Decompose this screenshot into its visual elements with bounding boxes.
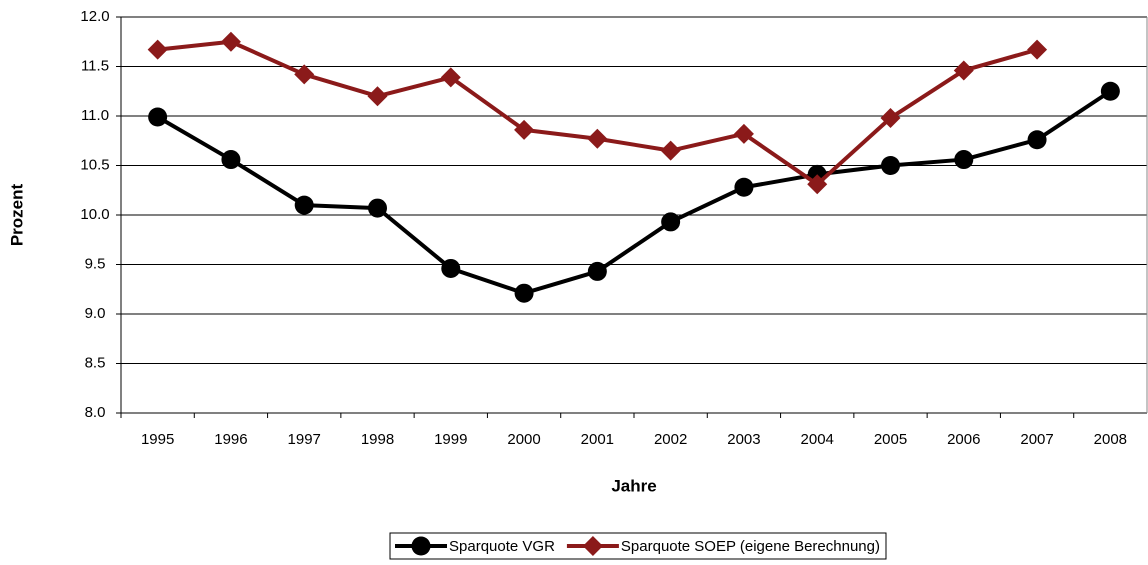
x-tick-label: 2004 (801, 431, 834, 448)
legend-label: Sparquote SOEP (eigene Berechnung) (621, 538, 880, 555)
x-tick-label: 1998 (361, 431, 394, 448)
marker (1100, 81, 1120, 101)
series-line (156, 89, 1112, 296)
x-tick-label: 2008 (1094, 431, 1127, 448)
marker (221, 150, 241, 170)
marker (514, 119, 535, 140)
x-tick-label: 2000 (507, 431, 540, 448)
y-tick-label: 9.5 (85, 255, 106, 272)
x-tick-label: 2001 (581, 431, 614, 448)
y-tick-label: 8.0 (85, 404, 106, 421)
x-tick-label: 1999 (434, 431, 467, 448)
marker (953, 60, 974, 81)
x-tick-label: 1996 (214, 431, 247, 448)
y-tick-label: 10.0 (80, 206, 109, 223)
marker (441, 258, 461, 278)
marker (1027, 39, 1048, 60)
y-axis-title: Prozent (7, 183, 26, 246)
y-tick-label: 10.5 (80, 156, 109, 173)
x-tick-label: 2007 (1020, 431, 1053, 448)
marker (661, 212, 681, 232)
marker (734, 177, 754, 197)
marker (1027, 130, 1047, 150)
marker (514, 283, 534, 303)
y-tick-label: 11.5 (81, 57, 109, 74)
marker (294, 64, 315, 85)
marker (881, 156, 900, 175)
marker (660, 140, 681, 161)
y-tick-label: 9.0 (85, 305, 106, 322)
marker (733, 123, 754, 144)
y-tick-label: 12.0 (80, 8, 109, 25)
x-tick-label: 2003 (727, 431, 760, 448)
legend-box (389, 532, 887, 560)
marker (294, 195, 314, 215)
marker (587, 128, 608, 149)
x-axis-title: Jahre (611, 476, 656, 495)
legend-label: Sparquote VGR (449, 538, 555, 555)
y-tick-label: 8.5 (85, 354, 106, 371)
marker (954, 150, 974, 170)
marker (148, 107, 168, 127)
marker (440, 67, 461, 88)
marker (411, 536, 431, 556)
legend: Sparquote VGR Sparquote SOEP (eigene Bere… (389, 532, 887, 560)
marker (582, 536, 603, 556)
marker (220, 31, 241, 52)
marker (147, 39, 168, 60)
x-tick-label: 1995 (141, 431, 174, 448)
y-tick-label: 11.0 (81, 107, 109, 124)
marker (880, 107, 901, 128)
x-tick-label: 2005 (874, 431, 907, 448)
x-tick-label: 1997 (288, 431, 321, 448)
x-tick-label: 2006 (947, 431, 980, 448)
x-tick-label: 2002 (654, 431, 687, 448)
marker (807, 174, 828, 195)
marker (587, 261, 607, 281)
marker (368, 198, 387, 218)
marker (367, 86, 388, 107)
